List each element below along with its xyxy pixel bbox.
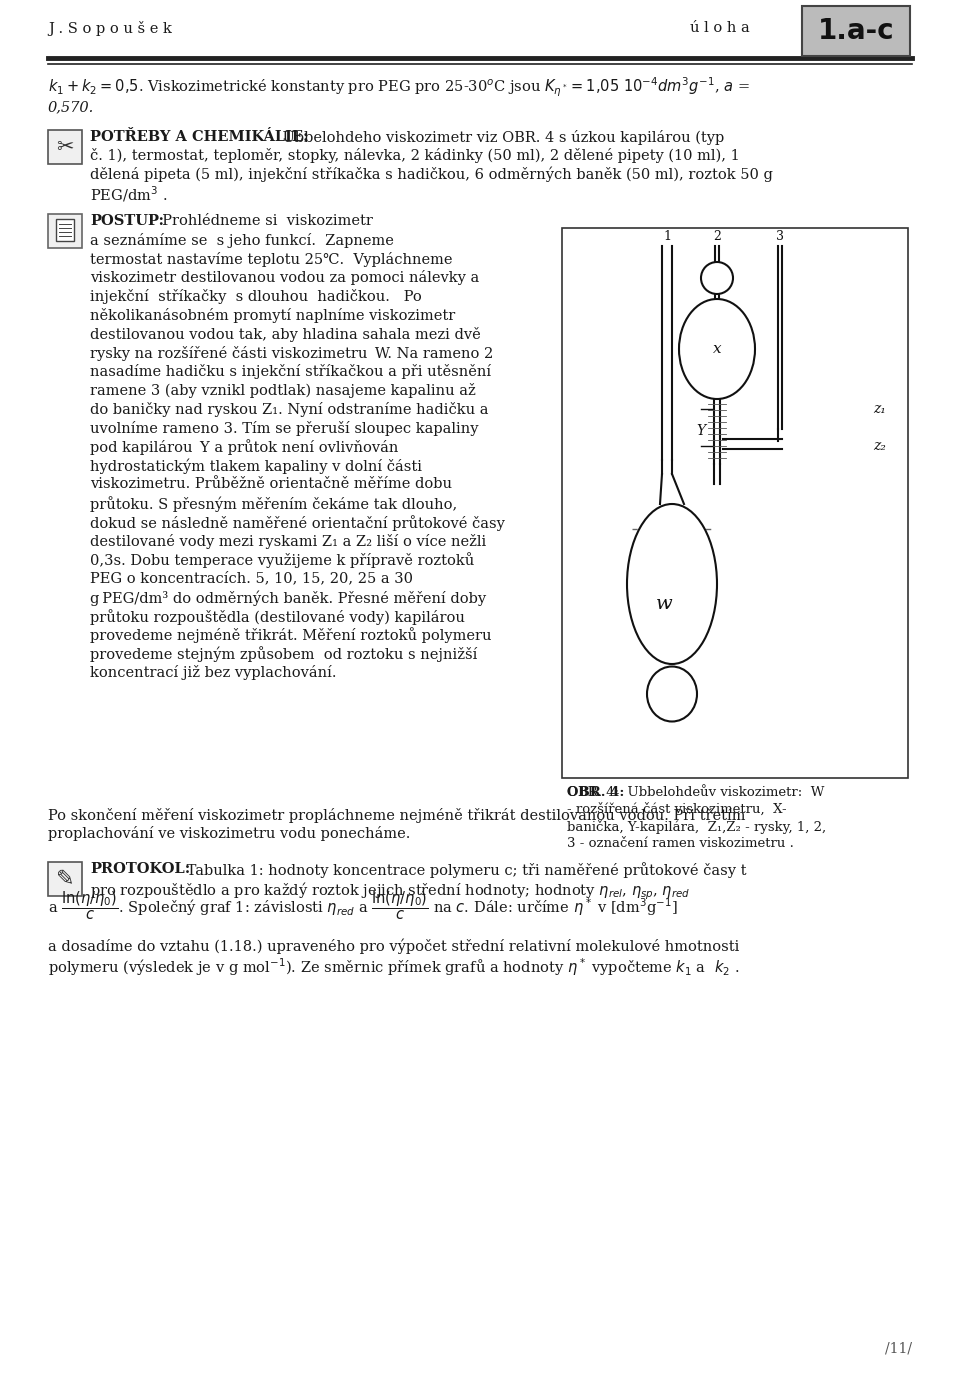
Text: průtoku rozpouštědla (destilované vody) kapilárou: průtoku rozpouštědla (destilované vody) … bbox=[90, 609, 465, 625]
Text: průtoku. S přesným měřením čekáme tak dlouho,: průtoku. S přesným měřením čekáme tak dl… bbox=[90, 495, 457, 512]
Text: $k_1 + k_2 = 0{,}5$. Viskozimetrické konstanty pro PEG pro 25-30$^o$C jsou $K_{\: $k_1 + k_2 = 0{,}5$. Viskozimetrické kon… bbox=[48, 76, 750, 98]
Text: koncentrací již bez vyplachování.: koncentrací již bez vyplachování. bbox=[90, 665, 337, 680]
Text: 0,3s. Dobu temperace využijeme k přípravě roztoků: 0,3s. Dobu temperace využijeme k příprav… bbox=[90, 552, 474, 569]
Text: 1: 1 bbox=[663, 229, 671, 243]
Ellipse shape bbox=[647, 667, 697, 722]
Text: J . S o p o u š e k: J . S o p o u š e k bbox=[48, 21, 172, 36]
Text: rysky na rozšířené části viskozimetru  W. Na rameno 2: rysky na rozšířené části viskozimetru W.… bbox=[90, 345, 493, 360]
Text: OBR. 4:: OBR. 4: bbox=[567, 787, 624, 799]
FancyBboxPatch shape bbox=[48, 862, 82, 896]
Text: destilované vody mezi ryskami Z₁ a Z₂ liší o více nežli: destilované vody mezi ryskami Z₁ a Z₂ li… bbox=[90, 534, 487, 549]
Text: OBR. 4:  Ubbelohdeův viskozimetr:  W: OBR. 4: Ubbelohdeův viskozimetr: W bbox=[567, 787, 825, 799]
Text: POSTUP:: POSTUP: bbox=[90, 214, 164, 228]
Text: 0,570.: 0,570. bbox=[48, 99, 94, 115]
Text: 3 - označení ramen viskozimetru .: 3 - označení ramen viskozimetru . bbox=[567, 838, 794, 850]
Text: /11/: /11/ bbox=[885, 1341, 912, 1355]
Text: Po skončení měření viskozimetr propláchneme nejméně třikrát destilovanou vodou. : Po skončení měření viskozimetr propláchn… bbox=[48, 809, 746, 822]
Text: Tabulka 1: hodnoty koncentrace polymeru c; tři naměřené průtokové časy t: Tabulka 1: hodnoty koncentrace polymeru … bbox=[182, 862, 747, 878]
Text: ✎: ✎ bbox=[56, 869, 74, 889]
Text: a $\dfrac{\ln(\eta/\eta_0)}{c}$. Společný graf 1: závislosti $\eta_{red}$ a $\df: a $\dfrac{\ln(\eta/\eta_0)}{c}$. Společn… bbox=[48, 890, 678, 922]
Text: viskozimetr destilovanou vodou za pomoci nálevky a: viskozimetr destilovanou vodou za pomoci… bbox=[90, 270, 479, 286]
FancyBboxPatch shape bbox=[48, 214, 82, 248]
Text: pod kapilárou  Y a průtok není ovlivňován: pod kapilárou Y a průtok není ovlivňován bbox=[90, 440, 398, 455]
Text: w: w bbox=[656, 595, 672, 613]
Text: 2: 2 bbox=[713, 229, 721, 243]
Text: polymeru (výsledek je v g mol$^{-1}$). Ze směrnic přímek grafů a hodnoty $\eta^*: polymeru (výsledek je v g mol$^{-1}$). Z… bbox=[48, 956, 739, 977]
Text: provedeme stejným způsobem  od roztoku s nejnižší: provedeme stejným způsobem od roztoku s … bbox=[90, 646, 477, 662]
Text: x: x bbox=[712, 342, 721, 356]
Text: PEG o koncentracích. 5, 10, 15, 20, 25 a 30: PEG o koncentracích. 5, 10, 15, 20, 25 a… bbox=[90, 571, 413, 585]
Text: 3: 3 bbox=[776, 229, 784, 243]
Text: pro rozpouštědlo a pro každý roztok jejich střední hodnoty; hodnoty $\eta_{rel}$: pro rozpouštědlo a pro každý roztok jeji… bbox=[90, 880, 690, 901]
Text: č. 1), termostat, teploměr, stopky, nálevka, 2 kádinky (50 ml), 2 dělené pipety : č. 1), termostat, teploměr, stopky, nále… bbox=[90, 148, 740, 163]
Text: ú l o h a: ú l o h a bbox=[690, 21, 750, 34]
Text: termostat nastavíme teplotu 25℃.  Vypláchneme: termostat nastavíme teplotu 25℃. Vyplách… bbox=[90, 251, 452, 266]
Text: 1.a-c: 1.a-c bbox=[818, 17, 895, 46]
Text: ramene 3 (aby vznikl podtlak) nasajeme kapalinu až: ramene 3 (aby vznikl podtlak) nasajeme k… bbox=[90, 384, 476, 399]
Text: banička, Y-kapilára,  Z₁,Z₂ - rysky, 1, 2,: banička, Y-kapilára, Z₁,Z₂ - rysky, 1, 2… bbox=[567, 820, 827, 834]
FancyBboxPatch shape bbox=[48, 130, 82, 164]
Ellipse shape bbox=[627, 504, 717, 664]
Text: několikanásobném promytí naplníme viskozimetr: několikanásobném promytí naplníme viskoz… bbox=[90, 308, 455, 323]
Ellipse shape bbox=[679, 299, 755, 399]
Text: z₁: z₁ bbox=[874, 402, 886, 415]
Text: destilovanou vodou tak, aby hladina sahala mezi dvě: destilovanou vodou tak, aby hladina saha… bbox=[90, 327, 481, 342]
Text: proplachování ve viskozimetru vodu ponecháme.: proplachování ve viskozimetru vodu ponec… bbox=[48, 827, 410, 840]
Text: dělená pipeta (5 ml), injekční stříkačka s hadičkou, 6 odměrných baněk (50 ml), : dělená pipeta (5 ml), injekční stříkačka… bbox=[90, 166, 773, 182]
Bar bbox=[56, 219, 74, 242]
Text: Ubbelohdeho viskozimetr viz OBR. 4 s úzkou kapilárou (typ: Ubbelohdeho viskozimetr viz OBR. 4 s úzk… bbox=[278, 130, 724, 145]
Circle shape bbox=[701, 262, 733, 294]
Text: do baničky nad ryskou Z₁. Nyní odstraníme hadičku a: do baničky nad ryskou Z₁. Nyní odstraním… bbox=[90, 402, 489, 417]
Text: dokud se následně naměřené orientační průtokové časy: dokud se následně naměřené orientační pr… bbox=[90, 515, 505, 531]
Text: nasadíme hadičku s injekční stříkačkou a při utěsnění: nasadíme hadičku s injekční stříkačkou a… bbox=[90, 364, 492, 380]
FancyBboxPatch shape bbox=[562, 228, 908, 778]
Text: - rozšířená část viskozimetru,  X-: - rozšířená část viskozimetru, X- bbox=[567, 803, 786, 816]
FancyBboxPatch shape bbox=[802, 6, 910, 57]
Text: injekční  stříkačky  s dlouhou  hadičkou.   Po: injekční stříkačky s dlouhou hadičkou. P… bbox=[90, 290, 421, 304]
Text: Y: Y bbox=[696, 424, 705, 437]
Text: uvolníme rameno 3. Tím se přeruší sloupec kapaliny: uvolníme rameno 3. Tím se přeruší sloupe… bbox=[90, 421, 478, 436]
Text: PEG/dm$^3$ .: PEG/dm$^3$ . bbox=[90, 184, 167, 204]
Text: a dosadíme do vztahu (1.18.) upraveného pro výpočet střední relativní molekulové: a dosadíme do vztahu (1.18.) upraveného … bbox=[48, 938, 739, 954]
Text: provedeme nejméně třikrát. Měření roztoků polymeru: provedeme nejméně třikrát. Měření roztok… bbox=[90, 628, 492, 643]
Text: Prohlédneme si  viskozimetr: Prohlédneme si viskozimetr bbox=[153, 214, 372, 228]
Text: g PEG/dm³ do odměrných baněk. Přesné měření doby: g PEG/dm³ do odměrných baněk. Přesné měř… bbox=[90, 591, 486, 606]
Text: a seznámíme se  s jeho funkcí.  Zapneme: a seznámíme se s jeho funkcí. Zapneme bbox=[90, 233, 394, 248]
Text: PROTOKOL:: PROTOKOL: bbox=[90, 862, 190, 876]
Text: viskozimetru. Průběžně orientačně měříme dobu: viskozimetru. Průběžně orientačně měříme… bbox=[90, 477, 452, 491]
Text: hydrostatickým tlakem kapaliny v dolní části: hydrostatickým tlakem kapaliny v dolní č… bbox=[90, 458, 422, 473]
Text: z₂: z₂ bbox=[874, 439, 886, 453]
Text: POTŘEBY A CHEMIKÁLIE:: POTŘEBY A CHEMIKÁLIE: bbox=[90, 130, 308, 144]
Text: ✂: ✂ bbox=[57, 137, 74, 157]
